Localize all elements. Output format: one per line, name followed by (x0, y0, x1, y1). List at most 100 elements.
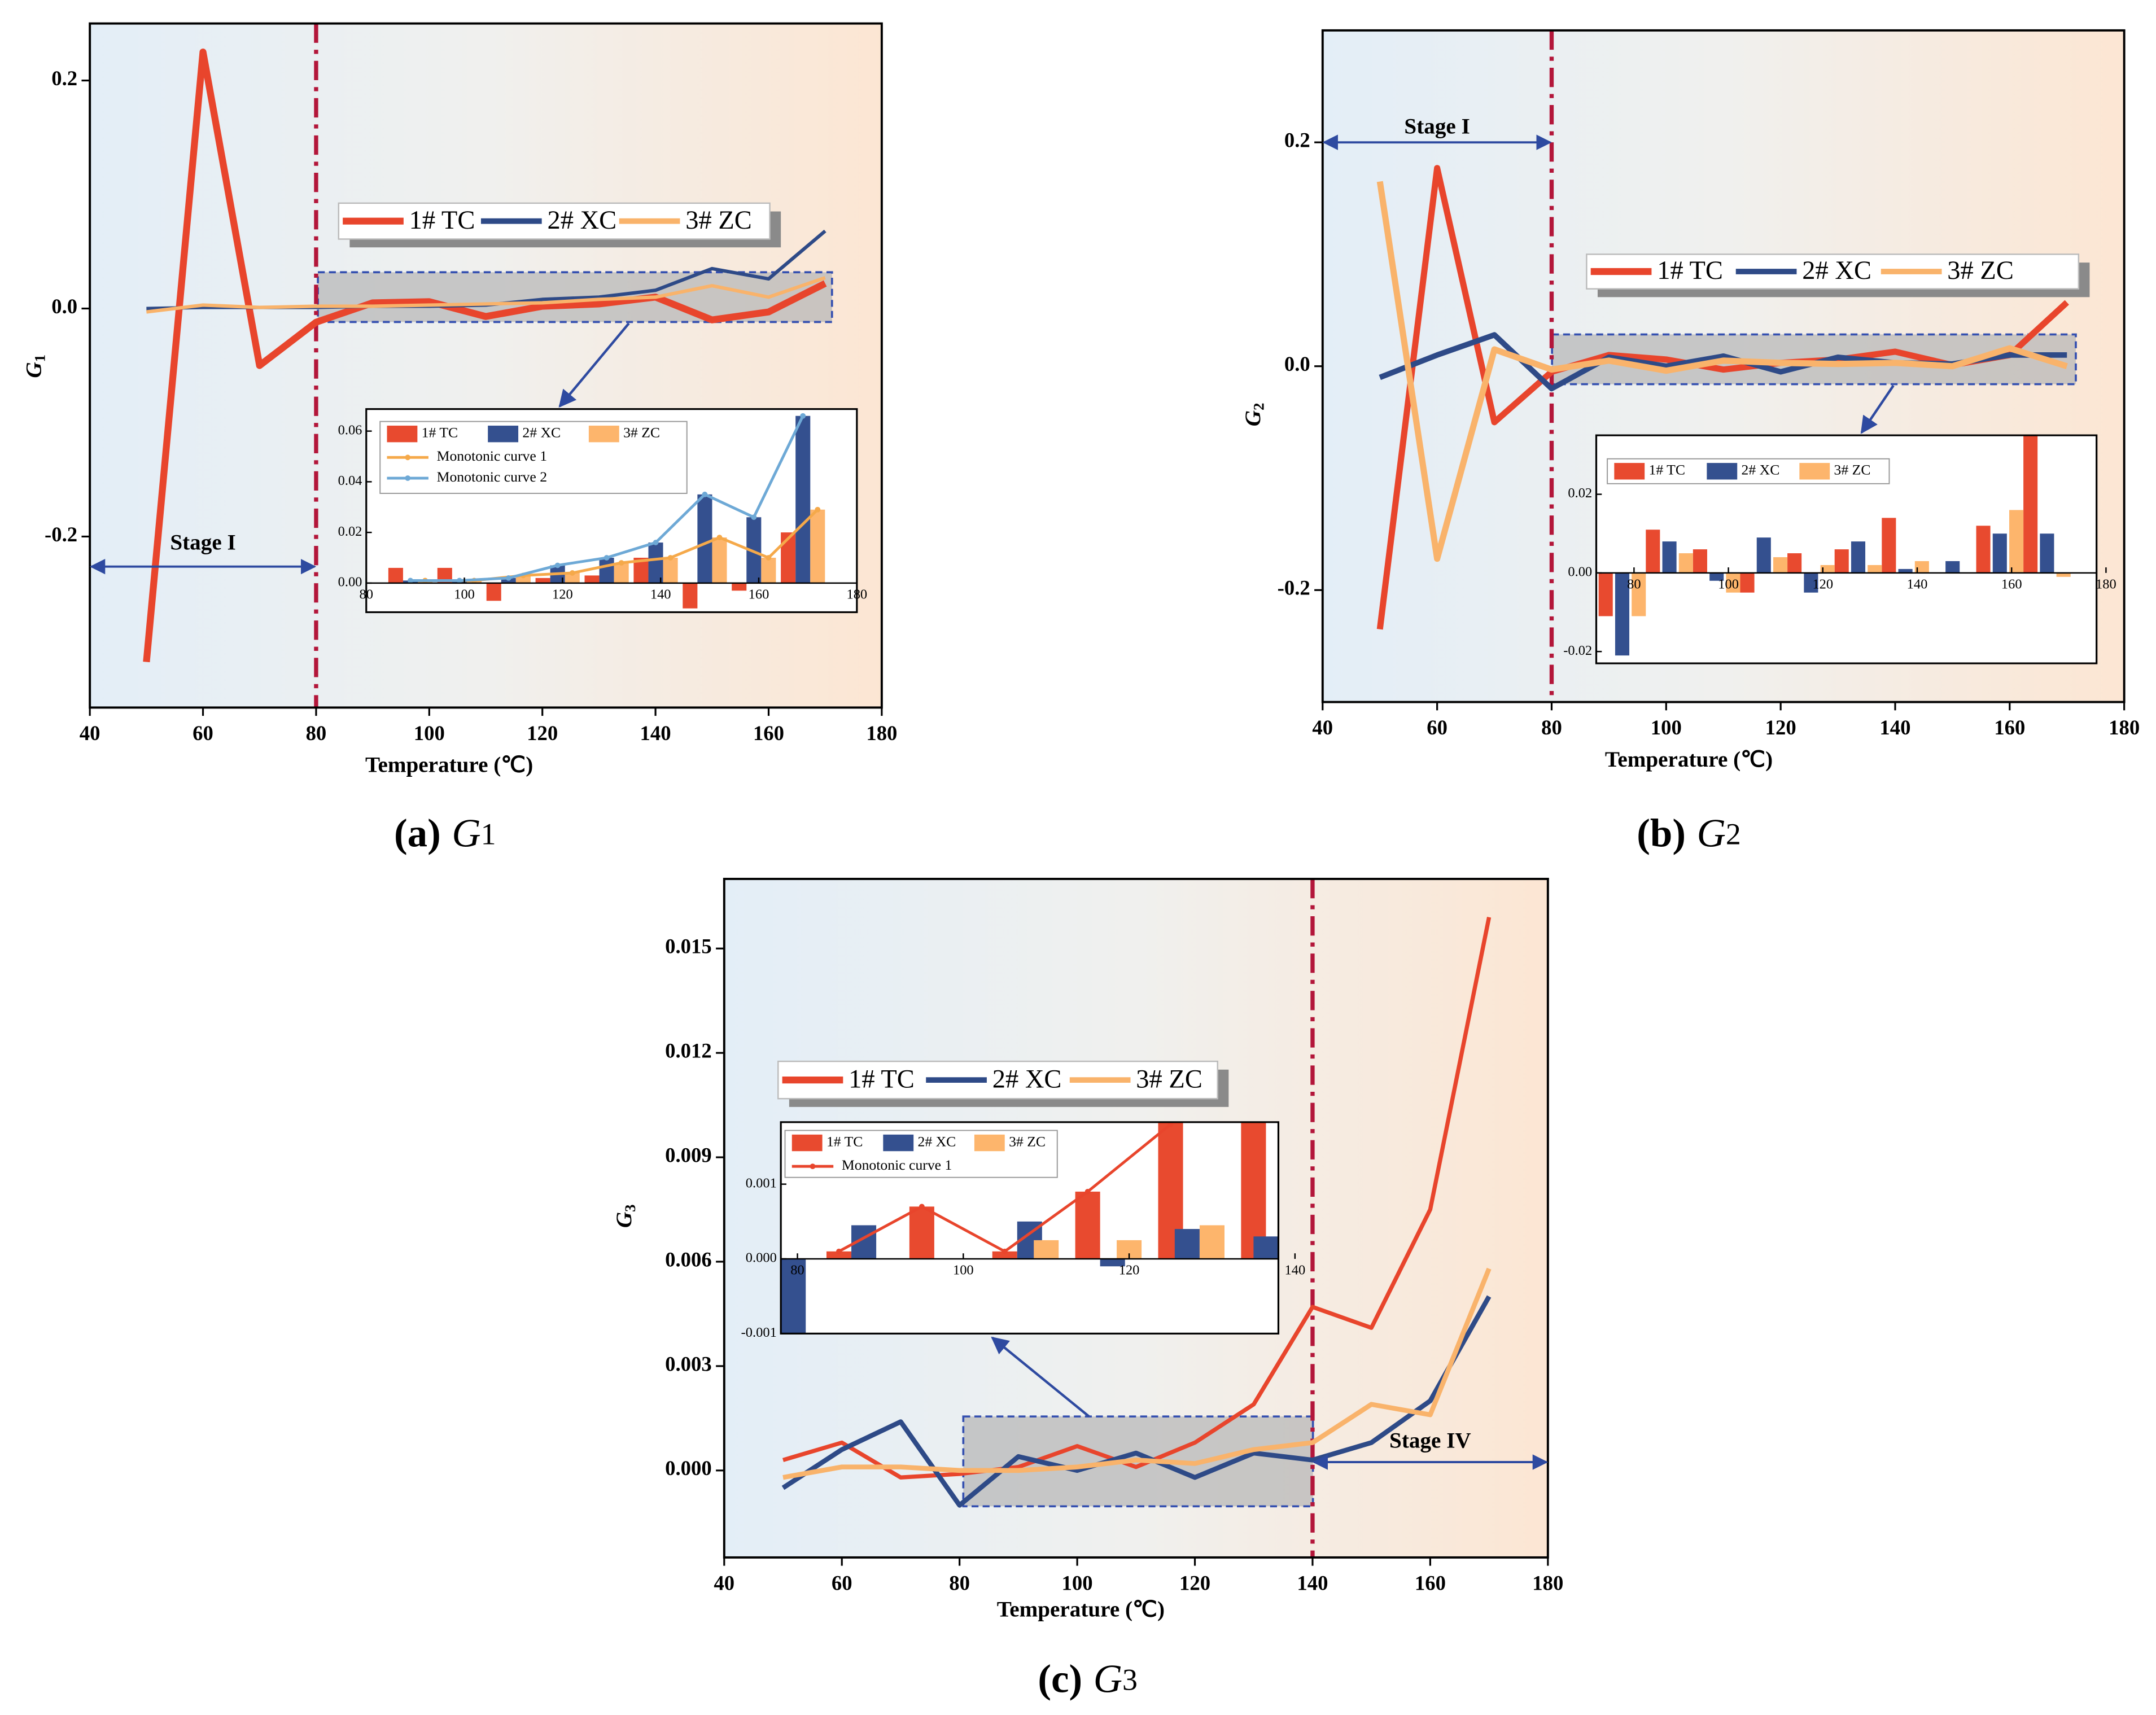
inset-bar (2009, 510, 2024, 573)
y-tick-label: 0.012 (665, 1039, 712, 1062)
inset-y-tick-label: 0.00 (1568, 565, 1592, 580)
y-tick-label: 0.0 (1284, 352, 1310, 375)
inset-bar (992, 1251, 1017, 1259)
inset-legend-swatch (405, 454, 411, 461)
inset-bar (515, 575, 531, 583)
inset-bar (565, 572, 580, 583)
y-tick-label: -0.2 (1278, 576, 1310, 600)
pointer-arrow (991, 1336, 1090, 1418)
x-axis-label: Temperature (℃) (997, 1597, 1165, 1621)
inset-y-tick-label: -0.001 (741, 1325, 777, 1340)
inset-bar (1882, 518, 1896, 573)
y-axis-label: G1 (22, 355, 49, 378)
inset-bar (1787, 553, 1802, 573)
inset-x-tick-label: 180 (2096, 577, 2116, 592)
inset-x-tick-label: 80 (790, 1263, 804, 1278)
inset-legend-label: 2# XC (1742, 462, 1780, 478)
inset-legend-label: 1# TC (826, 1133, 863, 1149)
legend-label: 2# XC (1802, 256, 1871, 285)
inset-bar (1726, 572, 1740, 593)
inset-legend-label: 2# XC (522, 425, 561, 441)
inset-legend-swatch (1614, 463, 1645, 480)
y-axis-symbol: G (1241, 410, 1265, 426)
y-tick-label: 0.0 (51, 295, 77, 318)
inset-x-tick-label: 100 (1718, 577, 1739, 592)
inset-bar (1756, 537, 1771, 573)
x-tick-label: 140 (640, 721, 671, 745)
y-tick-label: 0.2 (51, 67, 77, 90)
legend-box (777, 1060, 1218, 1100)
caption: (a) G1 (394, 812, 496, 856)
x-tick-label: 140 (1879, 716, 1910, 739)
x-tick-label: 160 (1415, 1571, 1446, 1594)
inset-bar (795, 415, 811, 583)
x-tick-label: 60 (1427, 716, 1447, 739)
x-tick-label: 180 (1532, 1571, 1563, 1594)
inset-y-tick-label: -0.02 (1563, 643, 1592, 658)
y-axis-label: G2 (1241, 403, 1267, 427)
inset-bar (1075, 1191, 1100, 1259)
inset-x-tick-label: 120 (1812, 577, 1833, 592)
y-tick-label: 0.000 (665, 1456, 712, 1480)
x-tick-label: 120 (1179, 1571, 1210, 1594)
inset-x-tick-label: 120 (1119, 1263, 1140, 1278)
inset-point (618, 560, 624, 566)
legend-label: 3# ZC (685, 206, 752, 235)
inset-bar (1709, 572, 1724, 581)
x-tick-label: 160 (753, 721, 784, 745)
series-group (1376, 165, 2069, 630)
inset-legend-label: Monotonic curve 2 (437, 469, 547, 485)
inset-legend-label: 3# ZC (1009, 1133, 1046, 1149)
inset-bar (683, 583, 698, 609)
series-line (1376, 181, 2068, 562)
inset-bar (1851, 541, 1866, 573)
y-axis-subscript: 2 (1250, 403, 1267, 410)
inset-bar (810, 509, 825, 583)
inset-x-tick-label: 160 (749, 587, 769, 602)
legend-box (338, 202, 771, 240)
y-tick-label: 0.006 (665, 1248, 712, 1271)
inset-legend-swatch (405, 475, 411, 481)
y-axis-subscript: 3 (622, 1204, 639, 1211)
inset-bar (388, 567, 403, 583)
y-tick-label: 0.009 (665, 1143, 712, 1166)
inset-point (554, 562, 561, 568)
inset-bar (1241, 1122, 1266, 1259)
inset-x-tick-label: 140 (1284, 1263, 1305, 1278)
legend-label: 1# TC (409, 206, 475, 235)
inset-bar (1834, 549, 1849, 573)
inset-bar (1662, 541, 1677, 573)
inset-bar (1804, 572, 1818, 593)
inset-point (1002, 1248, 1008, 1254)
inset-bar (781, 532, 796, 583)
inset-bar (732, 583, 747, 591)
stage-label: Stage IV (1389, 1429, 1471, 1453)
inset-point (919, 1204, 925, 1210)
y-axis-symbol: G (22, 362, 46, 378)
x-tick-label: 40 (714, 1571, 734, 1594)
legend-label: 1# TC (849, 1065, 915, 1093)
series-line (146, 276, 826, 314)
inset-bar (2040, 533, 2054, 573)
panel: 40 60 80 100 120 140 160 180 0.000 0.003 0.006 0.00… (612, 877, 1563, 1701)
x-tick-label: 100 (1651, 716, 1682, 739)
inset-x-tick-label: 80 (360, 587, 373, 602)
inset-point (716, 535, 723, 541)
series-line (782, 1267, 1492, 1480)
inset-legend-swatch (883, 1134, 914, 1152)
x-tick-label: 80 (306, 721, 327, 745)
inset-point (815, 506, 821, 513)
inset-bar (1598, 572, 1613, 616)
x-tick-label: 80 (1541, 716, 1562, 739)
inset-legend-label: 2# XC (918, 1133, 956, 1149)
inset-bar (1034, 1240, 1059, 1259)
inset-bar (1914, 561, 1929, 573)
inset-x-tick-label: 100 (454, 587, 475, 602)
inset-bar (2056, 572, 2071, 577)
inset-point (456, 578, 462, 584)
inset-bar (1740, 572, 1755, 593)
caption-subscript: 3 (1122, 1663, 1138, 1697)
inset-x-tick-label: 160 (2001, 577, 2022, 592)
inset-bar (1678, 553, 1693, 573)
legend-label: 2# XC (547, 206, 616, 235)
